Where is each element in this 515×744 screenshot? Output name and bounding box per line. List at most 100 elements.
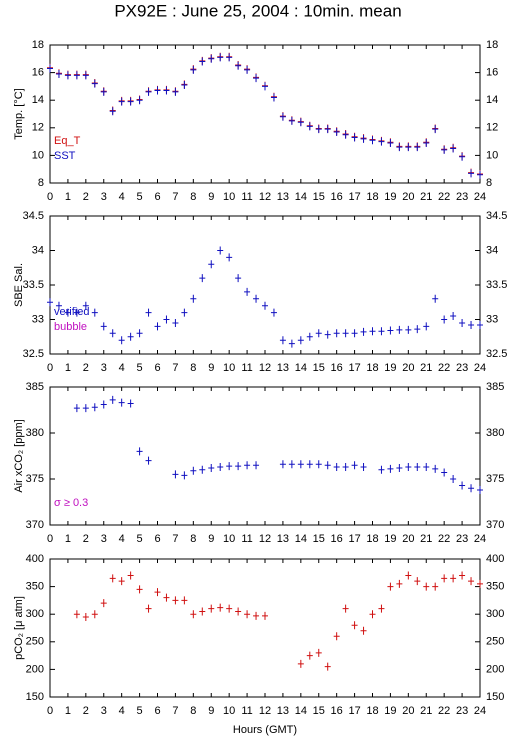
- y-axis-label: Temp. [°C]: [13, 88, 25, 139]
- x-tick-label: 1: [65, 191, 71, 203]
- plot-frame: [49, 44, 481, 184]
- x-tick-label: 7: [172, 191, 178, 203]
- data-point: [459, 571, 466, 580]
- data-point: [208, 604, 215, 613]
- y-tick-label-right: 12: [486, 122, 498, 134]
- x-tick-label: 14: [295, 705, 307, 717]
- y-tick-label: 150: [26, 691, 44, 703]
- data-point: [468, 169, 475, 178]
- data-point: [360, 626, 367, 635]
- data-point: [136, 329, 143, 338]
- data-point: [369, 610, 376, 619]
- x-tick-label: 18: [366, 705, 378, 717]
- y-tick-label-right: 33.5: [486, 279, 507, 291]
- data-point: [396, 579, 403, 588]
- data-point: [91, 79, 98, 88]
- plot-frame: [49, 386, 481, 526]
- data-point: [73, 610, 80, 619]
- x-tick-label: 23: [456, 705, 468, 717]
- x-tick-label: 5: [137, 191, 143, 203]
- data-point: [315, 329, 322, 338]
- x-tick-label: 14: [295, 191, 307, 203]
- data-point: [181, 81, 188, 90]
- data-point: [441, 145, 448, 154]
- data-point: [468, 484, 475, 493]
- x-tick-label: 0: [47, 533, 53, 545]
- data-point: [315, 460, 322, 469]
- data-point: [172, 470, 179, 479]
- x-tick-label: 0: [47, 705, 53, 717]
- x-tick-label: 13: [277, 362, 289, 374]
- y-tick-label: 385: [26, 381, 44, 393]
- y-tick-label: 200: [26, 663, 44, 675]
- y-tick-label-right: 34.5: [486, 210, 507, 222]
- data-point: [118, 336, 125, 345]
- data-point: [378, 604, 385, 613]
- x-tick-label: 1: [65, 533, 71, 545]
- data-point: [91, 308, 98, 317]
- y-tick-label-right: 380: [486, 427, 504, 439]
- data-point: [297, 336, 304, 345]
- data-point: [459, 481, 466, 490]
- data-point: [450, 312, 457, 321]
- x-tick-label: 14: [295, 362, 307, 374]
- x-tick-label: 3: [101, 362, 107, 374]
- x-tick-label: 2: [83, 705, 89, 717]
- data-point: [118, 577, 125, 586]
- x-tick-label: 21: [420, 362, 432, 374]
- y-tick-label: 34.5: [23, 210, 44, 222]
- y-tick-label: 18: [32, 39, 44, 51]
- data-point: [118, 97, 125, 106]
- x-axis-label: Hours (GMT): [233, 724, 297, 736]
- x-tick-label: 9: [208, 533, 214, 545]
- data-point: [244, 65, 251, 74]
- data-point: [369, 136, 376, 145]
- data-point: [217, 53, 224, 62]
- data-point: [181, 308, 188, 317]
- data-point: [100, 322, 107, 331]
- x-tick-label: 11: [241, 191, 252, 203]
- x-tick-label: 16: [331, 705, 343, 717]
- y-tick-label-right: 200: [486, 663, 504, 675]
- x-tick-label: 13: [277, 191, 289, 203]
- data-point: [414, 143, 421, 152]
- x-tick-label: 4: [119, 533, 125, 545]
- x-tick-label: 1: [65, 362, 71, 374]
- data-point: [172, 596, 179, 605]
- data-point: [244, 610, 251, 619]
- x-tick-label: 2: [83, 362, 89, 374]
- data-point: [279, 460, 286, 469]
- data-point: [423, 582, 430, 591]
- data-point: [127, 332, 134, 341]
- data-point: [190, 65, 197, 74]
- y-axis-label: pCO₂ [μ atm]: [13, 596, 25, 660]
- data-point: [109, 574, 116, 583]
- x-tick-label: 7: [172, 362, 178, 374]
- data-point: [477, 579, 483, 588]
- data-point: [450, 574, 457, 583]
- data-point: [73, 308, 80, 317]
- y-tick-label: 34: [32, 244, 44, 256]
- data-point: [262, 82, 268, 91]
- x-tick-label: 16: [331, 191, 343, 203]
- data-point: [109, 395, 116, 404]
- x-tick-label: 8: [190, 533, 196, 545]
- data-point: [199, 57, 206, 66]
- x-tick-label: 5: [137, 362, 143, 374]
- data-point: [387, 138, 394, 147]
- data-point: [423, 463, 430, 472]
- data-point: [432, 294, 439, 303]
- data-point: [208, 260, 215, 269]
- x-tick-label: 0: [47, 362, 53, 374]
- x-tick-label: 5: [137, 533, 143, 545]
- x-tick-label: 22: [438, 362, 450, 374]
- data-point: [208, 54, 215, 63]
- data-point: [459, 152, 466, 161]
- data-point: [82, 71, 89, 80]
- data-point: [217, 463, 224, 472]
- data-point: [91, 403, 98, 412]
- x-tick-label: 10: [223, 533, 235, 545]
- data-point: [235, 607, 242, 616]
- data-point: [432, 125, 439, 134]
- x-tick-label: 15: [313, 705, 325, 717]
